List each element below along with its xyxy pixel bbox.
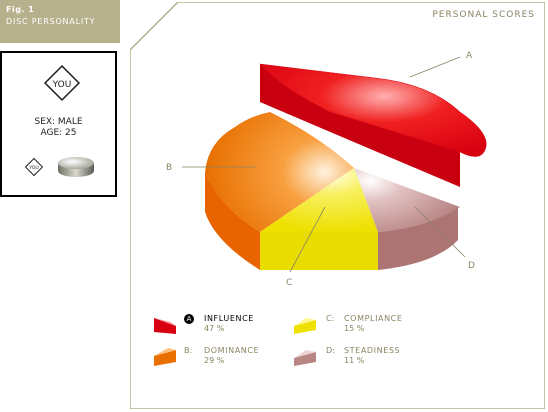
panel-title: PERSONAL SCORES — [432, 10, 535, 20]
slice-dominance — [205, 112, 354, 232]
age-text: AGE: 25 — [40, 128, 77, 138]
slice-key-d: D — [468, 261, 475, 271]
slice-side-b — [205, 172, 260, 270]
mini-you-icon: YOU — [24, 157, 44, 177]
you-badge-text: YOU — [52, 80, 72, 90]
legend-key-a: A — [184, 314, 194, 324]
legend-name-steadiness: STEADINESS — [344, 346, 401, 355]
slice-compliance — [260, 168, 378, 232]
figure-number: Fig. 1 — [6, 5, 35, 14]
cylinder-icon — [58, 157, 94, 177]
slice-key-a: A — [466, 51, 473, 61]
legend-name-compliance: COMPLIANCE — [344, 314, 403, 323]
legend-swatch-influence-icon — [154, 318, 176, 334]
slice-side-d — [378, 207, 458, 270]
svg-text:YOU: YOU — [28, 165, 38, 171]
slice-side-c — [260, 232, 378, 270]
legend-key-c: C: — [326, 314, 335, 323]
slice-steadiness — [354, 168, 460, 232]
slice-key-c: C — [286, 278, 292, 288]
frame-outline — [130, 2, 545, 409]
legend-key-b: B: — [184, 346, 193, 355]
scores-panel: A B C D PERSONAL SCORES A INFLUENCE 47 %… — [130, 2, 545, 409]
figure-title: DISC PERSONALITY — [6, 17, 96, 26]
profile-panel: YOU SEX: MALE AGE: 25 YOU — [0, 51, 117, 197]
pie-chart: A B C D — [130, 2, 545, 409]
legend-pct-influence: 47 % — [204, 324, 225, 333]
legend-swatch-dominance-icon — [154, 348, 176, 366]
leader-a — [409, 56, 461, 78]
legend-name-dominance: DOMINANCE — [204, 346, 260, 355]
legend-swatch-compliance-icon — [294, 318, 316, 334]
legend-key-d: D: — [326, 346, 335, 355]
legend-pct-compliance: 15 % — [344, 324, 365, 333]
legend-pct-dominance: 29 % — [204, 356, 225, 365]
slice-key-b: B — [166, 163, 172, 173]
leader-c — [289, 206, 326, 273]
sex-text: SEX: MALE — [34, 117, 83, 127]
figure-label: Fig. 1 DISC PERSONALITY — [0, 0, 120, 43]
leader-d — [414, 206, 466, 258]
slice-influence — [259, 63, 487, 157]
legend-name-influence: INFLUENCE — [204, 314, 254, 323]
legend-pct-steadiness: 11 % — [344, 356, 365, 365]
you-badge-icon: YOU — [43, 64, 81, 102]
legend-swatch-steadiness-icon — [294, 350, 316, 366]
